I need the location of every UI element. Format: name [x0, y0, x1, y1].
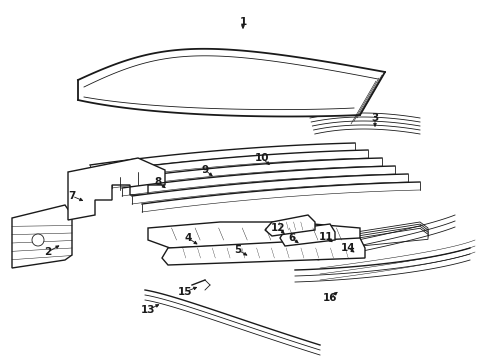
Text: 14: 14: [341, 243, 355, 253]
Text: 7: 7: [68, 191, 75, 201]
Polygon shape: [112, 158, 382, 188]
Text: 3: 3: [371, 113, 379, 123]
Polygon shape: [312, 228, 428, 250]
Polygon shape: [280, 224, 335, 246]
Text: 16: 16: [323, 293, 337, 303]
Text: 2: 2: [45, 247, 51, 257]
Text: 8: 8: [154, 177, 162, 187]
Polygon shape: [142, 182, 420, 212]
Text: 13: 13: [141, 305, 155, 315]
Text: 6: 6: [289, 233, 295, 243]
Text: 15: 15: [178, 287, 192, 297]
Polygon shape: [312, 222, 428, 244]
Text: 9: 9: [201, 165, 209, 175]
Polygon shape: [162, 238, 365, 265]
Text: 1: 1: [240, 17, 246, 27]
Text: 4: 4: [184, 233, 192, 243]
Polygon shape: [265, 215, 315, 236]
Polygon shape: [100, 150, 368, 180]
Polygon shape: [78, 49, 385, 117]
Polygon shape: [12, 205, 72, 268]
Polygon shape: [312, 224, 428, 246]
Polygon shape: [148, 222, 360, 248]
Polygon shape: [122, 166, 395, 196]
Text: 12: 12: [271, 223, 285, 233]
Text: 5: 5: [234, 245, 242, 255]
Polygon shape: [90, 143, 355, 173]
Polygon shape: [132, 174, 408, 204]
Polygon shape: [312, 226, 428, 248]
Text: 10: 10: [255, 153, 269, 163]
Text: 11: 11: [319, 232, 333, 242]
Polygon shape: [68, 158, 165, 220]
Circle shape: [32, 234, 44, 246]
